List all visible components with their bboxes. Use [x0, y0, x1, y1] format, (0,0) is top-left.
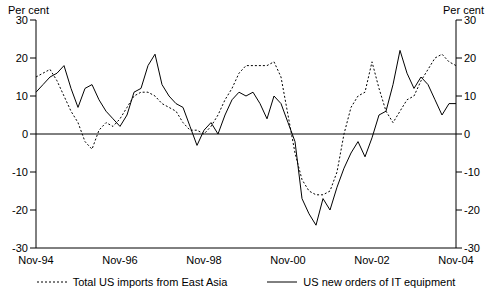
html-text:Total US imports from East Asi: Total US imports from East Asia: [72, 276, 228, 288]
svg-text:-30: -30: [12, 242, 28, 254]
html-text:US new orders of IT equipment: US new orders of IT equipment: [303, 276, 456, 288]
html-text:Per cent: Per cent: [443, 4, 484, 16]
svg-text:-20: -20: [12, 204, 28, 216]
svg-text:20: 20: [16, 52, 28, 64]
svg-text:Nov-94: Nov-94: [18, 254, 53, 266]
svg-text:Nov-96: Nov-96: [102, 254, 137, 266]
html-text:Per cent: Per cent: [8, 4, 49, 16]
svg-text:10: 10: [16, 90, 28, 102]
svg-text:30: 30: [464, 14, 476, 26]
svg-text:-30: -30: [464, 242, 480, 254]
svg-text:Nov-98: Nov-98: [186, 254, 221, 266]
svg-text:10: 10: [464, 90, 476, 102]
svg-text:0: 0: [464, 128, 470, 140]
svg-text:-10: -10: [464, 166, 480, 178]
svg-text:Nov-02: Nov-02: [354, 254, 389, 266]
svg-text:Nov-04: Nov-04: [438, 254, 473, 266]
svg-text:0: 0: [22, 128, 28, 140]
svg-text:20: 20: [464, 52, 476, 64]
svg-text:Nov-00: Nov-00: [270, 254, 305, 266]
svg-text:-20: -20: [464, 204, 480, 216]
svg-text:30: 30: [16, 14, 28, 26]
svg-text:-10: -10: [12, 166, 28, 178]
